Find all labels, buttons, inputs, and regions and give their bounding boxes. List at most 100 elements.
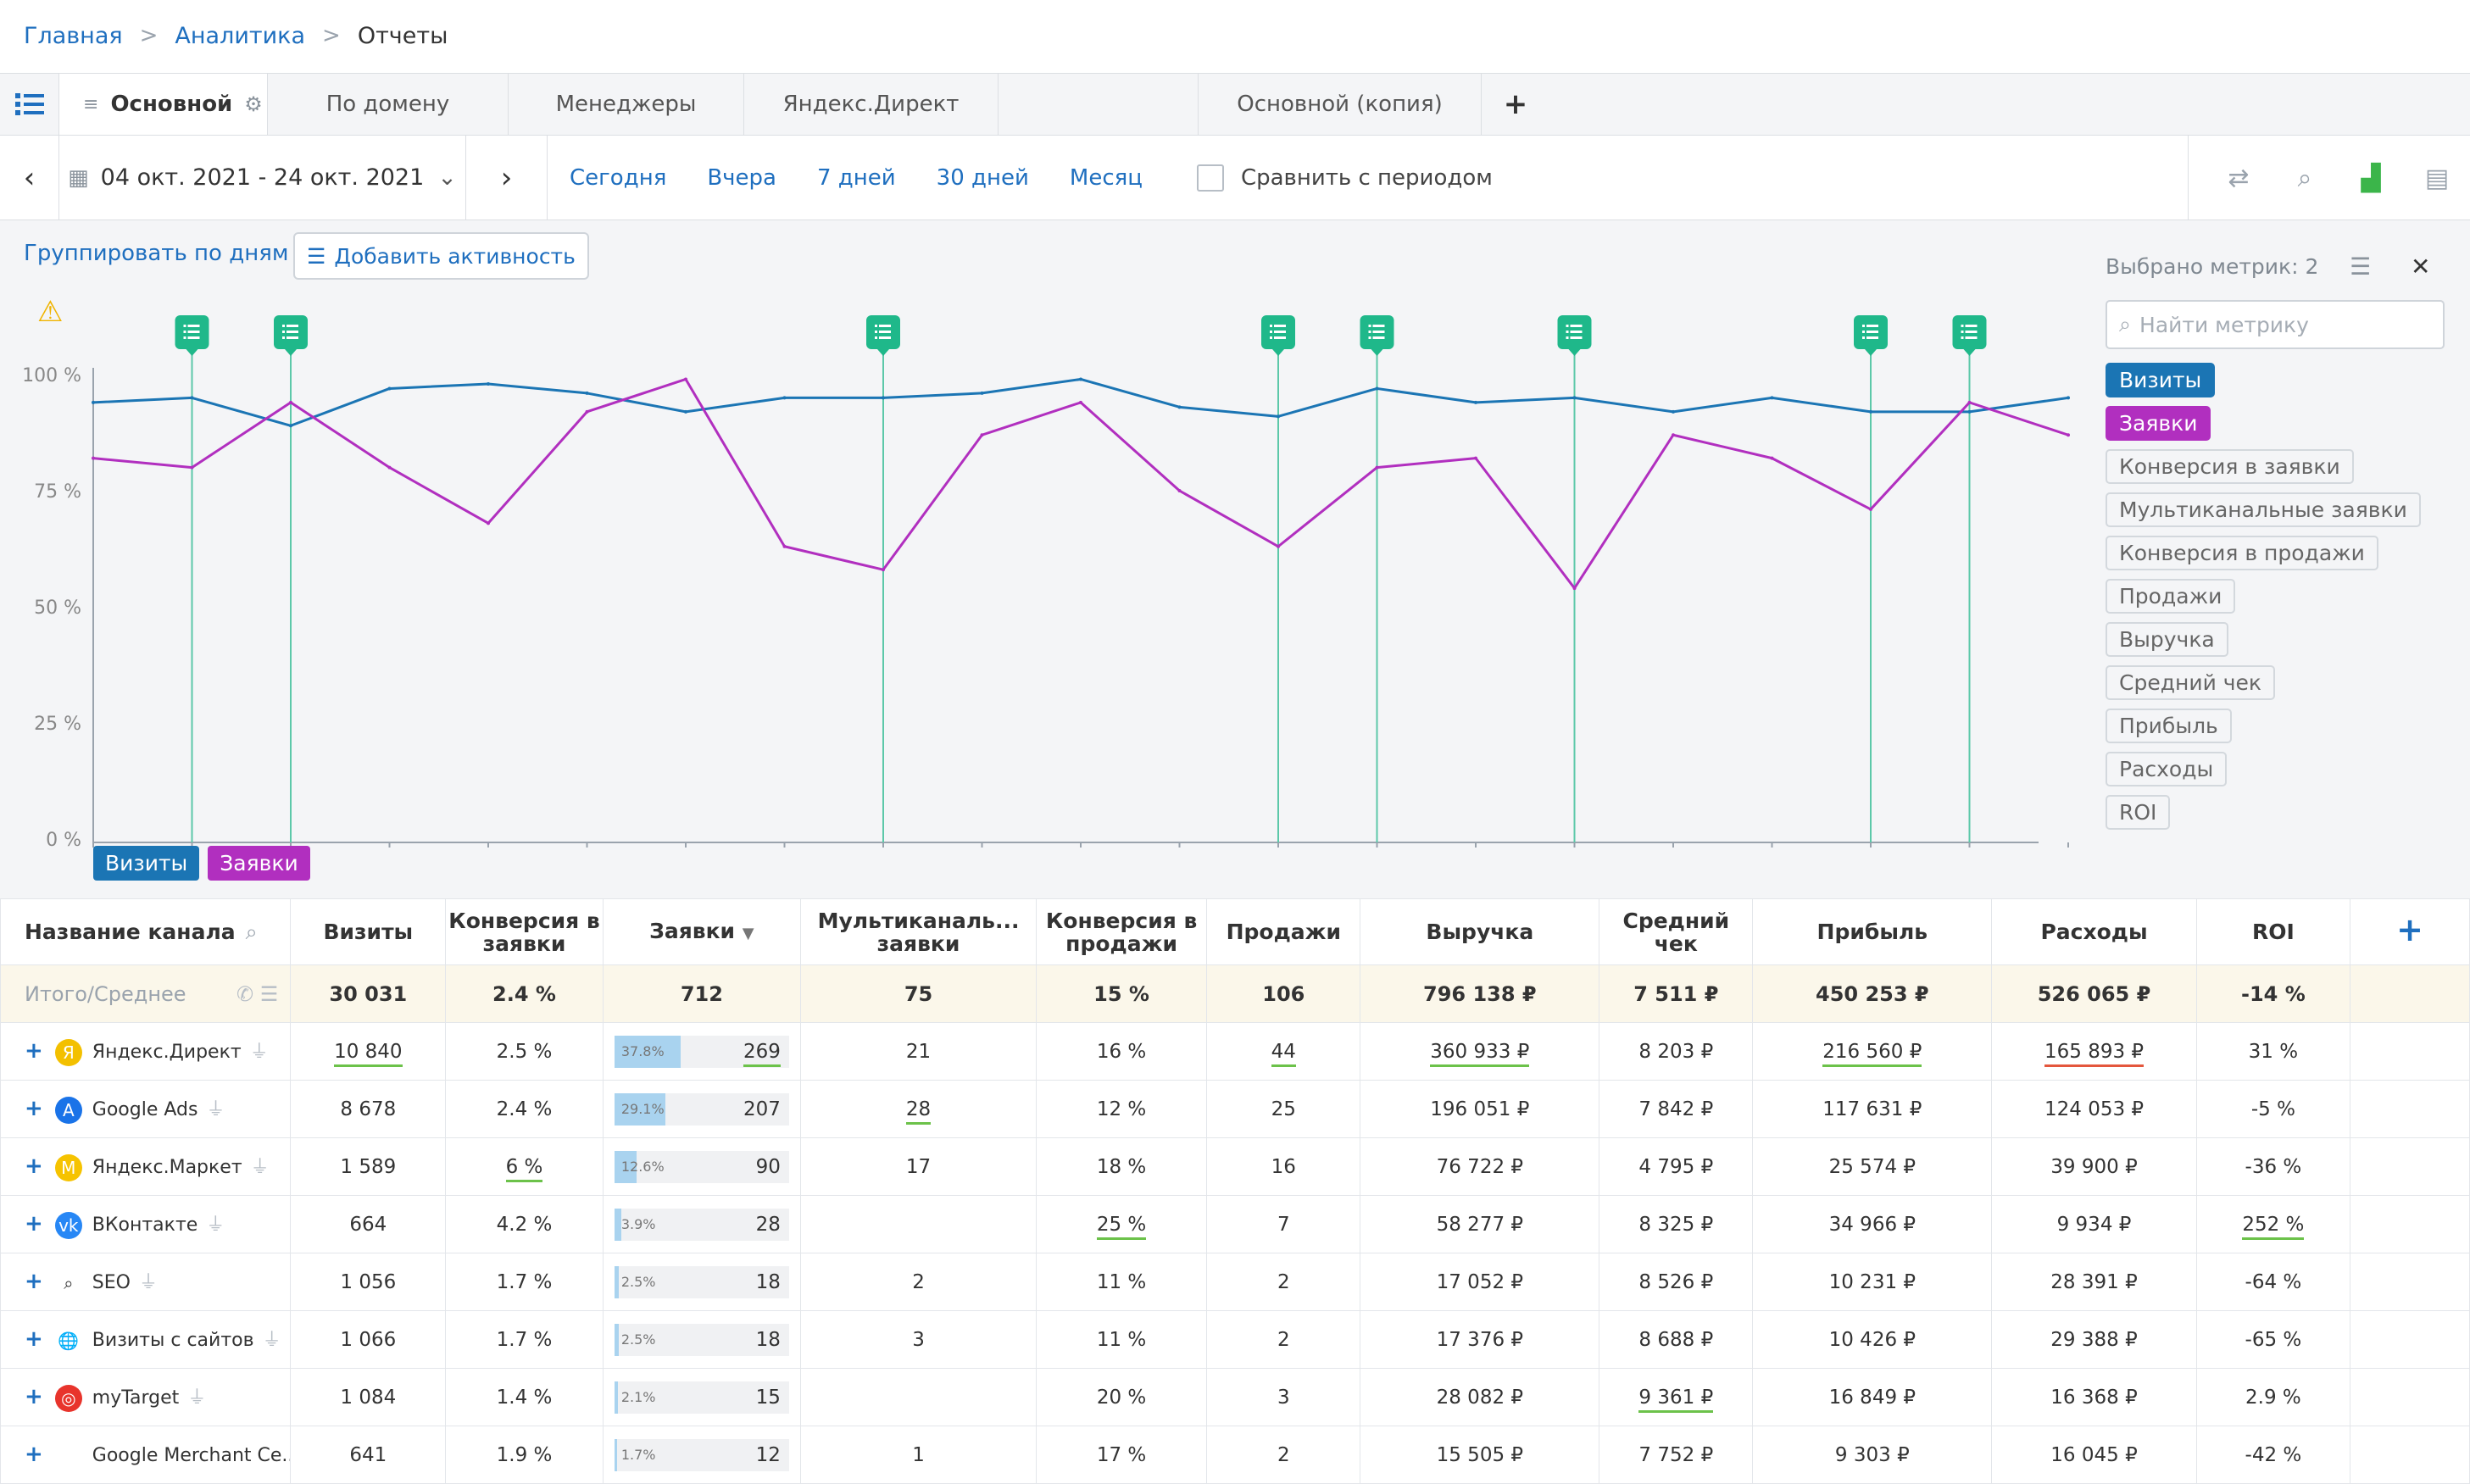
series-point[interactable] [1869,409,1872,414]
tab-by-domain[interactable]: По домену [268,74,509,135]
compare-checkbox[interactable] [1196,164,1224,192]
metric-search-input[interactable]: ⌕ Найти метрику [2106,300,2445,349]
col-conversion-leads[interactable]: Конверсия в заявки [445,898,604,965]
table-row[interactable]: + M Яндекс.Маркет ⏚ 1 589 6 % 12.6% 90 17 18 % 16 7… [0,1137,2470,1196]
series-point[interactable] [2067,396,2070,400]
series-point[interactable] [1079,377,1082,381]
search-icon[interactable]: ⌕ [2297,163,2312,193]
metric-chip[interactable]: ROI [2106,795,2171,830]
visits-cell-value[interactable]: 10 840 [334,1040,403,1067]
report-list-button[interactable] [0,74,59,135]
roi-cell-value[interactable]: 252 % [2242,1213,2305,1240]
col-profit[interactable]: Прибыль [1752,898,1993,965]
expand-row-button[interactable]: + [25,1211,43,1237]
series-point[interactable] [387,465,392,470]
table-row[interactable]: + vk ВКонтакте ⏚ 664 4.2 % 3.9% 28 25 % 7 58 277 ₽… [0,1195,2470,1253]
expand-row-button[interactable]: + [25,1096,43,1121]
plug-icon[interactable]: ⏚ [249,1042,269,1063]
series-point[interactable] [980,391,984,395]
col-costs[interactable]: Расходы [1991,898,2197,965]
metric-chip[interactable]: Продажи [2106,579,2236,614]
close-icon[interactable]: ✕ [2411,252,2431,281]
series-point[interactable] [289,400,292,404]
warning-icon[interactable]: ⚠ [37,295,64,329]
expand-row-button[interactable]: + [25,1326,43,1352]
refresh-icon[interactable]: ⇄ [2228,163,2250,193]
breadcrumb-analytics-link[interactable]: Аналитика [175,22,306,49]
prev-period-button[interactable]: ‹ [0,135,59,220]
metric-chip[interactable]: Средний чек [2106,665,2276,700]
table-row[interactable]: + ⌕ SEO ⏚ 1 056 1.7 % 2.5% 18 2 11 % 2 17 052 ₽ 8 52… [0,1253,2470,1311]
series-point[interactable] [1770,456,1774,460]
metric-chip[interactable]: Мультиканальные заявки [2106,492,2421,527]
date-range-picker[interactable]: ▦ 04 окт. 2021 - 24 окт. 2021 ⌄ [59,135,466,220]
series-point[interactable] [190,396,194,400]
col-multichannel-leads[interactable]: Мультиканаль... заявки [800,898,1037,965]
plug-icon[interactable]: ⏚ [187,1387,207,1409]
series-point[interactable] [1967,409,1972,414]
series-point[interactable] [1177,489,1182,492]
list-icon[interactable]: ☰ [2350,252,2372,281]
col-sales[interactable]: Продажи [1206,898,1361,965]
compare-period-toggle[interactable]: Сравнить с периодом [1196,164,1493,192]
plug-icon[interactable]: ⏚ [250,1157,270,1178]
revenue-cell-value[interactable]: 360 933 ₽ [1430,1040,1530,1067]
metric-chip[interactable]: Конверсия в продажи [2106,536,2378,570]
series-point[interactable] [92,400,95,404]
expand-row-button[interactable]: + [25,1269,43,1294]
metric-chip-visits[interactable]: Визиты [2106,363,2216,397]
col-leads[interactable]: Заявки ▼ [602,898,802,965]
series-point[interactable] [487,521,490,525]
add-activity-button[interactable]: ☰ Добавить активность [293,232,589,280]
series-point[interactable] [882,396,885,400]
plug-icon[interactable]: ⏚ [206,1214,225,1236]
breadcrumb-home-link[interactable]: Главная [24,22,123,49]
series-point[interactable] [1375,386,1379,391]
profit-cell-value[interactable]: 216 560 ₽ [1822,1040,1922,1067]
period-7-days[interactable]: 7 дней [816,164,896,191]
tab-managers[interactable]: Менеджеры [509,74,744,135]
series-point[interactable] [2067,433,2070,437]
period-yesterday[interactable]: Вчера [707,164,776,191]
series-point[interactable] [1770,396,1774,400]
leads-value[interactable]: 269 [743,1041,781,1067]
expand-row-button[interactable]: + [25,1442,43,1467]
tab-main[interactable]: ≡ Основной ⚙ [59,74,268,135]
series-point[interactable] [1474,400,1477,404]
series-point[interactable] [289,424,292,428]
series-point[interactable] [487,381,490,386]
table-row[interactable]: + 🌐 Визиты с сайтов ⏚ 1 066 1.7 % 2.5% 18 3 11 % 2… [0,1310,2470,1369]
series-point[interactable] [1277,544,1280,548]
series-point[interactable] [387,386,392,391]
series-point[interactable] [1869,507,1872,511]
tab-main-copy[interactable]: Основной (копия) [1199,74,1482,135]
plug-icon[interactable]: ⏚ [262,1330,281,1351]
metric-chip[interactable]: Расходы [2106,752,2228,786]
series-point[interactable] [1375,465,1379,470]
area-chart-icon[interactable]: ▟ [2361,163,2381,193]
costs-cell-value[interactable]: 165 893 ₽ [2044,1040,2145,1067]
legend-leads[interactable]: Заявки [208,846,310,881]
series-point[interactable] [882,568,885,572]
multichannel-cell-value[interactable]: 28 [905,1098,932,1125]
expand-row-button[interactable]: + [25,1384,43,1409]
col-channel-name[interactable]: Название канала ⌕ [0,898,292,965]
series-point[interactable] [782,396,787,400]
table-row[interactable]: + A Google Ads ⏚ 8 678 2.4 % 29.1% 207 28 12 % 25 1… [0,1080,2470,1138]
series-point[interactable] [92,456,95,460]
add-column-button[interactable]: + [2349,898,2470,965]
table-row[interactable]: + Я Яндекс.Директ ⏚ 10 840 2.5 % 37.8% 269 21 16 … [0,1022,2470,1081]
series-point[interactable] [190,465,194,470]
drag-handle-icon[interactable]: ≡ [83,93,99,115]
conversion-sales-cell-value[interactable]: 25 % [1096,1213,1147,1240]
series-point[interactable] [1572,586,1577,591]
series-point[interactable] [1572,396,1577,400]
conversion-cell-value[interactable]: 6 % [505,1155,543,1182]
table-row[interactable]: + ◎ myTarget ⏚ 1 084 1.4 % 2.1% 15 20 % 3 28 082 ₽… [0,1368,2470,1426]
series-point[interactable] [980,433,984,437]
series-point[interactable] [1672,433,1675,437]
legend-visits[interactable]: Визиты [93,846,200,881]
period-month[interactable]: Месяц [1069,164,1143,191]
plug-icon[interactable]: ⏚ [138,1272,158,1293]
